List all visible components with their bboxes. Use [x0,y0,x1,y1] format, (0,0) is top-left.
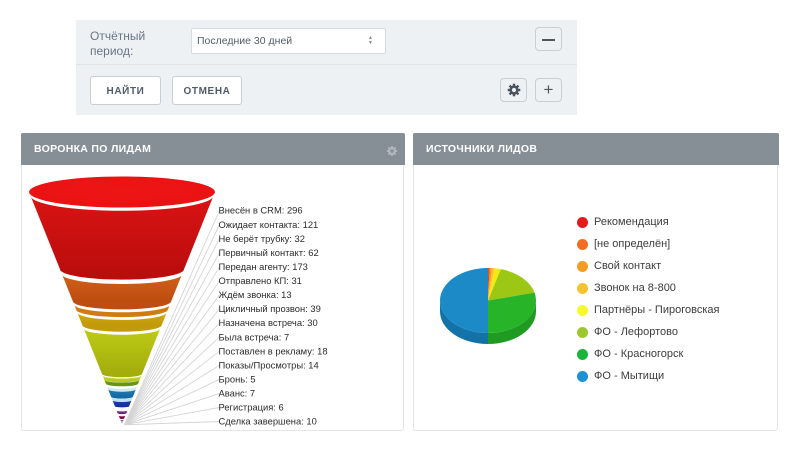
svg-text:Назначена встреча: 30: Назначена встреча: 30 [219,317,318,328]
svg-text:Бронь: 5: Бронь: 5 [219,374,256,385]
svg-text:Отправлено КП: 31: Отправлено КП: 31 [219,275,302,286]
svg-text:Цикличный прозвон: 39: Цикличный прозвон: 39 [219,303,321,314]
svg-text:Показы/Просмотры: 14: Показы/Просмотры: 14 [219,359,319,370]
svg-text:Ждём звонка: 13: Ждём звонка: 13 [219,289,292,300]
svg-text:Ожидает контакта: 121: Ожидает контакта: 121 [219,219,319,230]
svg-text:Поставлен в рекламу: 18: Поставлен в рекламу: 18 [219,345,328,356]
svg-text:Регистрация: 6: Регистрация: 6 [219,402,284,413]
svg-text:Первичный контакт: 62: Первичный контакт: 62 [219,247,319,258]
svg-text:Не берёт трубку: 32: Не берёт трубку: 32 [219,233,306,244]
svg-text:Аванс: 7: Аванс: 7 [219,388,256,399]
svg-text:Передан агенту: 173: Передан агенту: 173 [219,261,308,272]
svg-text:Была встреча: 7: Была встреча: 7 [219,331,290,342]
svg-text:Внесён в CRM: 296: Внесён в CRM: 296 [219,205,303,216]
svg-text:Сделка завершена: 10: Сделка завершена: 10 [219,416,317,427]
